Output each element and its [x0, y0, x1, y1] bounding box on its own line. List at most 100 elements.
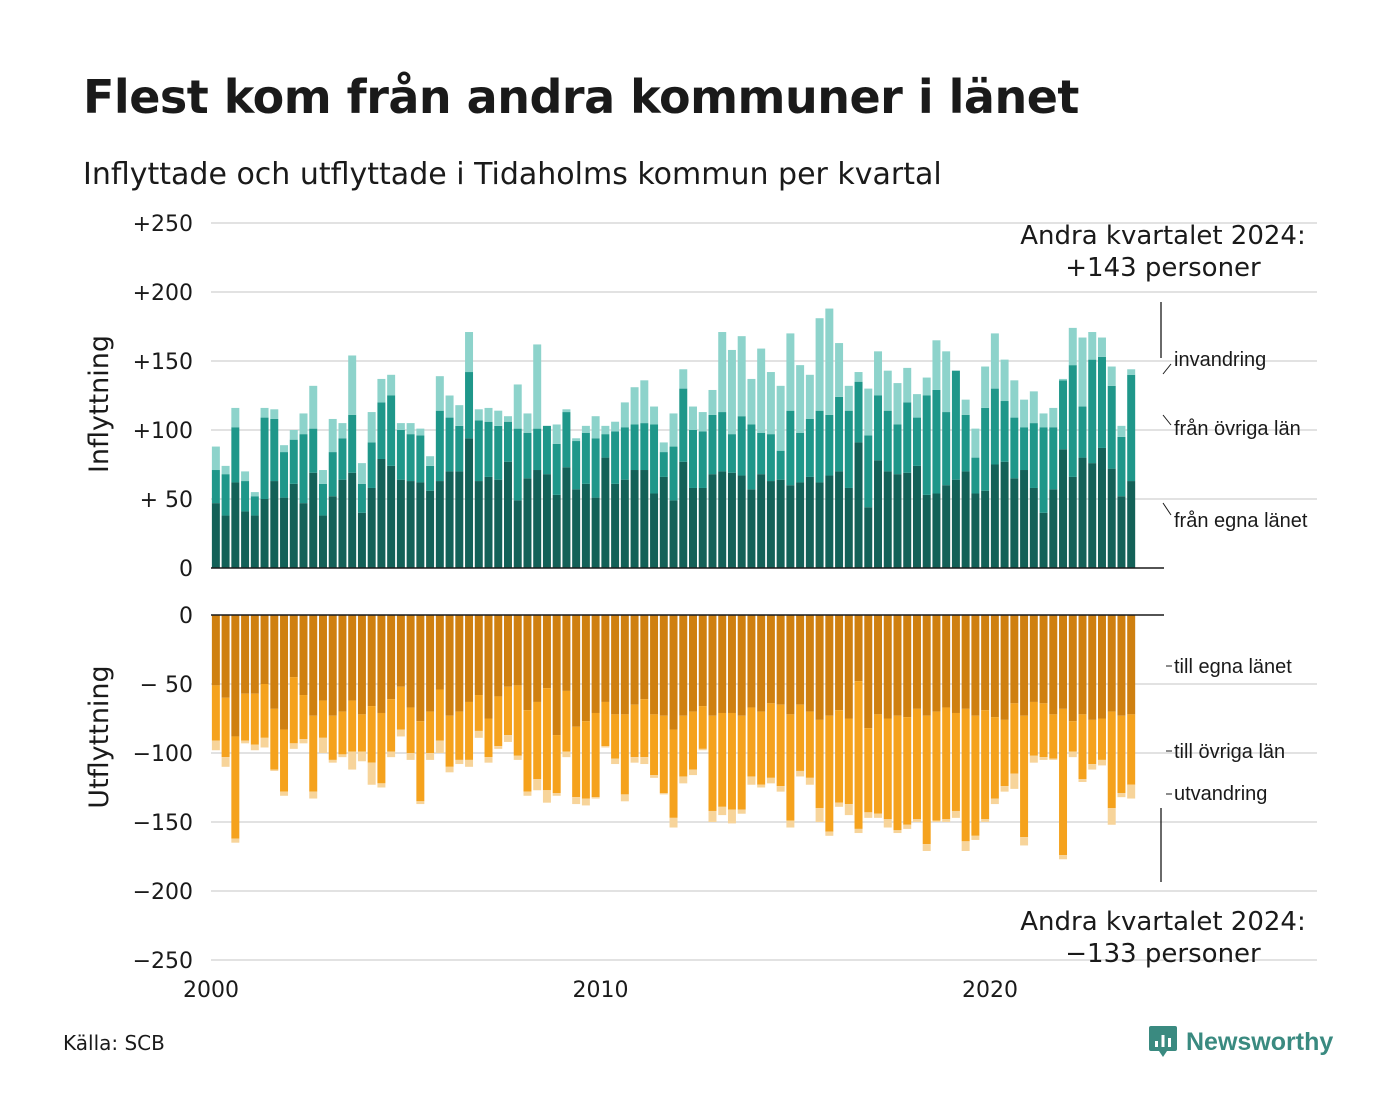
- bar-segment: [805, 777, 814, 785]
- bar-segment: [523, 413, 532, 433]
- bar-segment: [396, 479, 405, 568]
- bar-segment: [435, 689, 444, 741]
- bar-segment: [289, 439, 298, 484]
- bar-segment: [513, 500, 522, 568]
- bar-segment: [951, 712, 960, 811]
- bar-segment: [1107, 711, 1116, 809]
- bar-segment: [825, 414, 834, 476]
- bar-segment: [455, 425, 464, 472]
- bar-segment: [562, 690, 571, 752]
- bar-segment: [504, 735, 512, 742]
- bar-segment: [611, 421, 620, 432]
- bar-segment: [747, 424, 756, 490]
- bar-segment: [835, 343, 844, 397]
- bar-segment: [903, 367, 912, 403]
- bar-segment: [883, 410, 892, 472]
- bar-segment: [932, 711, 941, 821]
- bar-segment: [250, 492, 259, 497]
- bar-segment: [280, 497, 289, 568]
- bar-segment: [922, 494, 931, 568]
- bar-segment: [299, 615, 308, 696]
- bar-segment: [455, 405, 464, 426]
- bar-segment: [893, 383, 902, 425]
- bar-segment: [1020, 399, 1029, 428]
- bar-segment: [1029, 701, 1038, 756]
- bar-segment: [640, 615, 649, 700]
- bar-segment: [601, 746, 610, 748]
- bar-segment: [377, 712, 386, 784]
- bar-segment: [494, 479, 503, 568]
- bar-segment: [893, 474, 902, 568]
- bar-segment: [805, 418, 814, 477]
- bar-segment: [698, 748, 707, 751]
- bar-segment: [1010, 380, 1019, 418]
- bar-segment: [241, 740, 250, 744]
- bar-segment: [318, 737, 327, 753]
- bar-segment: [912, 708, 921, 820]
- bar-segment: [357, 512, 366, 568]
- bar-segment: [357, 463, 366, 484]
- brand-name: Newsworthy: [1186, 1027, 1334, 1056]
- bar-segment: [864, 507, 873, 568]
- bar-segment: [338, 479, 347, 568]
- brand-logo[interactable]: Newsworthy: [1148, 1024, 1333, 1060]
- bar-segment: [786, 485, 795, 568]
- bar-segment: [309, 428, 318, 473]
- bar-segment: [309, 615, 318, 716]
- bar-segment: [367, 762, 376, 785]
- bar-segment: [640, 423, 649, 471]
- bar-segment: [650, 775, 659, 778]
- bar-segment: [1049, 615, 1058, 715]
- bar-segment: [1039, 427, 1048, 513]
- bar-segment: [591, 797, 600, 799]
- bar-segment: [474, 730, 483, 738]
- bar-segment: [961, 615, 970, 709]
- bar-segment: [513, 685, 522, 756]
- bar-segment: [659, 715, 668, 794]
- bar-segment: [611, 431, 620, 484]
- bar-segment: [396, 423, 405, 430]
- bar-segment: [922, 395, 931, 495]
- bar-segment: [981, 615, 990, 711]
- bar-segment: [299, 503, 308, 568]
- bar-segment: [922, 615, 931, 716]
- bar-segment: [679, 615, 688, 716]
- bar-segment: [981, 710, 990, 820]
- bar-segment: [844, 410, 853, 488]
- bar-segment: [620, 615, 629, 715]
- bar-segment: [523, 791, 532, 796]
- bar-segment: [883, 718, 892, 820]
- bar-segment: [338, 615, 347, 712]
- bar-segment: [377, 378, 386, 403]
- bar-segment: [971, 493, 980, 568]
- bar-segment: [1097, 337, 1106, 357]
- bar-segment: [854, 381, 863, 443]
- bar-segment: [387, 374, 396, 396]
- bar-segment: [542, 790, 551, 803]
- bar-segment: [533, 615, 542, 702]
- bar-segment: [250, 515, 259, 568]
- bar-segment: [844, 385, 853, 411]
- bar-segment: [1107, 385, 1116, 469]
- bar-segment: [922, 844, 931, 851]
- bar-segment: [1068, 476, 1077, 568]
- bar-segment: [572, 615, 581, 727]
- bar-segment: [727, 349, 736, 435]
- bar-segment: [932, 615, 941, 712]
- bar-segment: [708, 715, 717, 811]
- bar-segment: [766, 777, 775, 784]
- bar-segment: [1097, 356, 1106, 448]
- bar-segment: [270, 708, 279, 770]
- bar-segment: [1049, 407, 1058, 428]
- bar-segment: [494, 746, 503, 749]
- bar-segment: [572, 726, 581, 798]
- bar-segment: [260, 615, 269, 684]
- bar-segment: [650, 615, 659, 715]
- bar-segment: [669, 729, 678, 818]
- bar-segment: [328, 452, 337, 497]
- bar-segment: [990, 388, 999, 465]
- bar-segment: [504, 686, 512, 736]
- bar-segment: [445, 715, 454, 767]
- bar-segment: [912, 615, 921, 709]
- bar-segment: [270, 409, 279, 419]
